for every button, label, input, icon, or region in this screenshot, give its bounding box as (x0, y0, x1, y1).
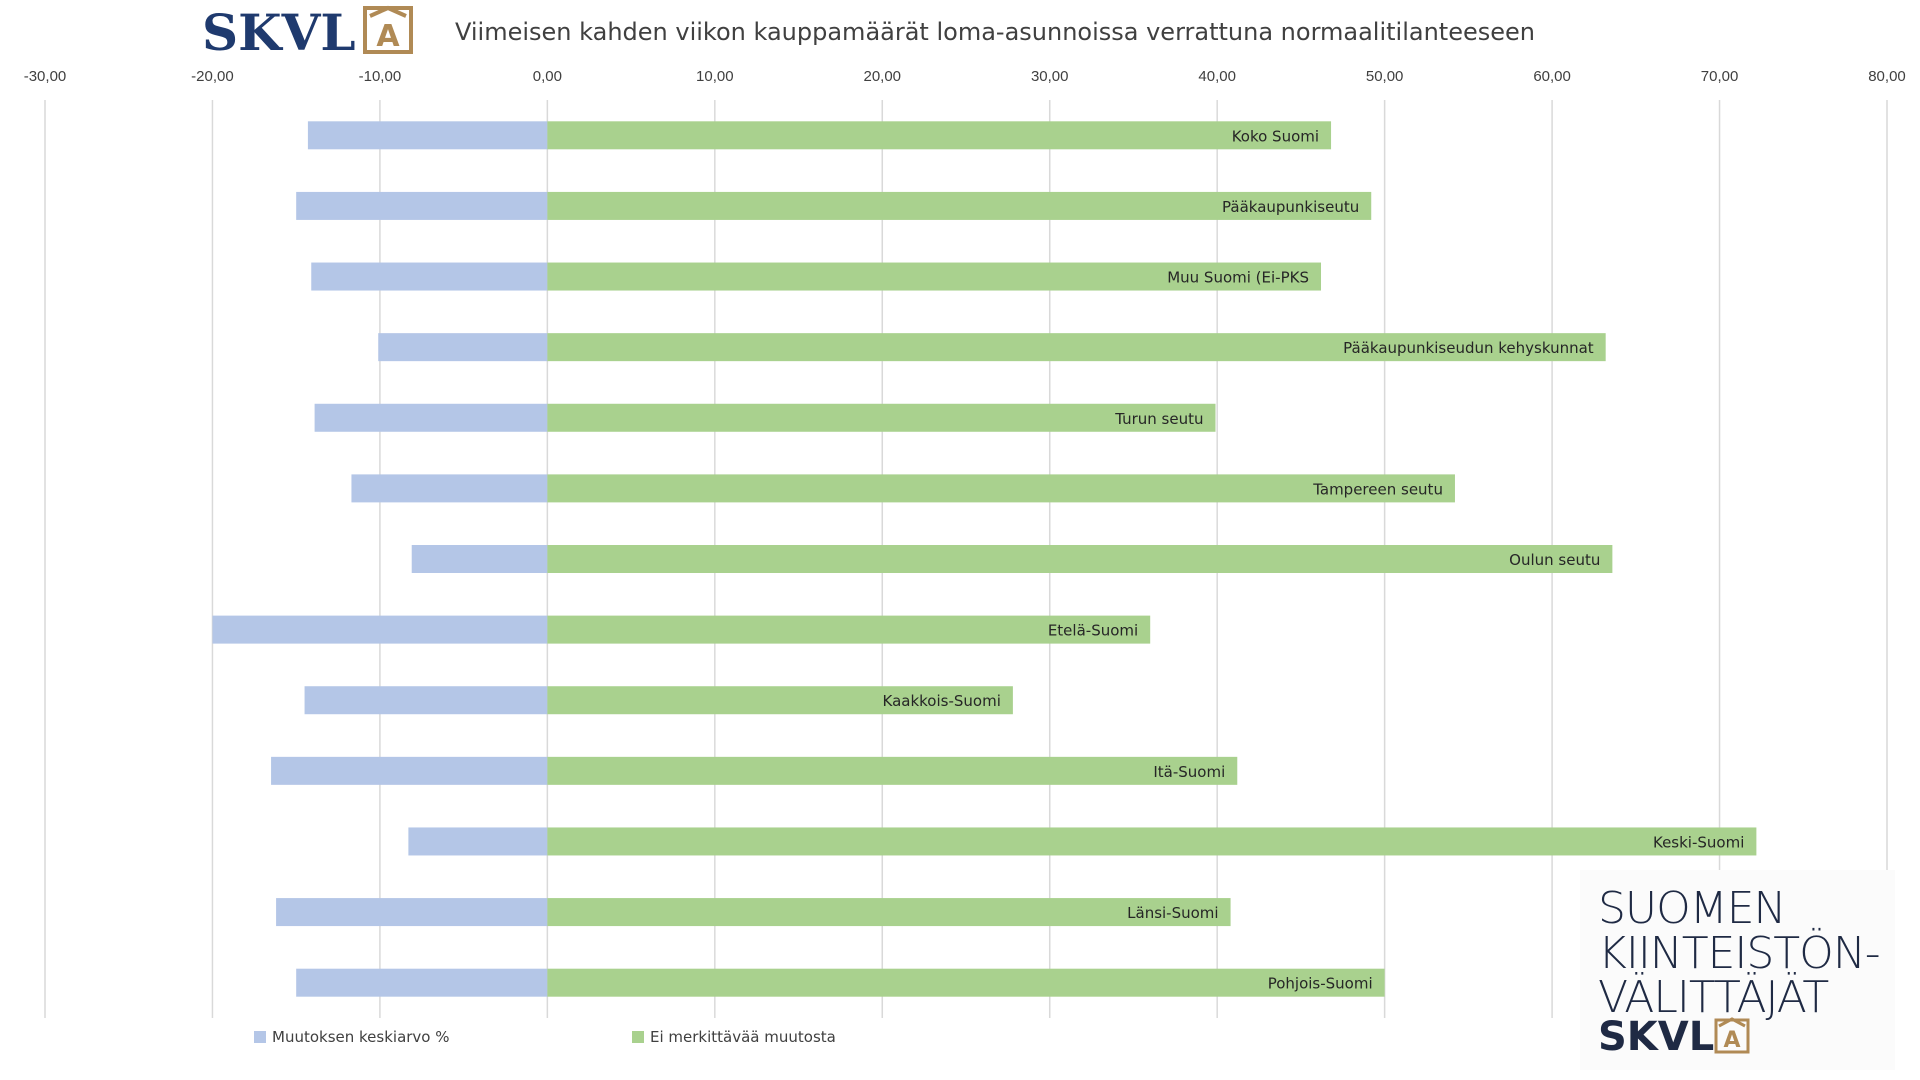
bar-no-significant-change (547, 403, 1216, 432)
logo-top-text: SKVL (202, 3, 356, 62)
legend-label: Ei merkittävää muutosta (650, 1028, 836, 1046)
category-labels: Koko Suomi Pääkaupunkiseutu Muu Suomi (Ei-… (883, 127, 1745, 992)
x-tick-label: -30,00 (24, 68, 67, 85)
x-tick-label: 50,00 (1366, 68, 1404, 85)
category-label: Keski-Suomi (1653, 833, 1744, 851)
bar-change-average (276, 898, 548, 927)
bar-no-significant-change (547, 898, 1231, 927)
x-tick-label: 20,00 (863, 68, 901, 85)
brand-line-2: KIINTEISTÖN- (1598, 927, 1880, 979)
bar-change-average (378, 333, 548, 362)
x-tick-label: 40,00 (1198, 68, 1236, 85)
bar-no-significant-change (547, 968, 1385, 997)
bar-no-significant-change (547, 545, 1613, 573)
bar-change-average (411, 545, 548, 573)
brand-skvl-text: SKVL (1598, 1014, 1714, 1060)
category-label: Itä-Suomi (1153, 763, 1225, 781)
bar-change-average (271, 756, 548, 785)
category-label: Kaakkois-Suomi (883, 692, 1001, 710)
brand-line-1: SUOMEN (1598, 883, 1785, 934)
category-label: Pohjois-Suomi (1268, 975, 1373, 993)
brand-background (1580, 870, 1895, 1070)
logo-top-roof-icon (369, 5, 407, 18)
category-label: Koko Suomi (1232, 127, 1319, 145)
brand-roof-icon (1718, 1017, 1746, 1028)
bar-change-average (212, 615, 548, 644)
x-tick-label: 30,00 (1031, 68, 1069, 85)
brand-block: SUOMEN KIINTEISTÖN- VÄLITTÄJÄT SKVL A (1580, 870, 1895, 1070)
category-label: Länsi-Suomi (1127, 904, 1218, 922)
gridlines (44, 100, 1888, 1018)
x-tick-label: -20,00 (191, 68, 234, 85)
bar-change-average (351, 474, 548, 503)
bar-no-significant-change (547, 191, 1372, 220)
bar-no-significant-change (547, 262, 1322, 291)
bar-change-average (307, 121, 548, 150)
bar-no-significant-change (547, 827, 1757, 856)
x-tick-label: 0,00 (533, 68, 562, 85)
bar-no-significant-change (547, 121, 1332, 150)
x-tick-label: 10,00 (696, 68, 734, 85)
chart-title: Viimeisen kahden viikon kauppamäärät lom… (455, 18, 1535, 46)
x-tick-label: 60,00 (1533, 68, 1571, 85)
category-label: Etelä-Suomi (1048, 622, 1138, 640)
category-label: Pääkaupunkiseutu (1222, 198, 1359, 216)
brand-mark: A (1723, 1028, 1740, 1053)
category-label: Tampereen seutu (1312, 480, 1443, 498)
x-tick-label: -10,00 (359, 68, 402, 85)
category-label: Pääkaupunkiseudun kehyskunnat (1343, 339, 1594, 357)
bar-change-average (296, 968, 548, 997)
legend-label: Muutoksen keskiarvo % (272, 1028, 450, 1046)
bar-no-significant-change (547, 474, 1455, 503)
bar-change-average (304, 686, 548, 715)
category-label: Muu Suomi (Ei-PKS (1167, 269, 1309, 287)
bar-no-significant-change (547, 686, 1013, 715)
category-label: Oulun seutu (1509, 551, 1600, 569)
bar-change-average (311, 262, 548, 291)
bar-no-significant-change (547, 756, 1238, 785)
legend: Muutoksen keskiarvo % Ei merkittävää muut… (254, 1028, 836, 1046)
bar-change-average (314, 403, 548, 432)
bar-change-average (296, 191, 548, 220)
bar-change-average (408, 827, 548, 856)
bars (212, 121, 1757, 997)
bar-no-significant-change (547, 333, 1606, 362)
skvl-logo-top: SKVL A (202, 3, 413, 62)
x-axis-ticks: -30,00 -20,00 -10,00 0,00 10,00 20,00 30,00 40,… (24, 68, 1906, 85)
bar-no-significant-change (547, 615, 1151, 644)
x-tick-label: 70,00 (1701, 68, 1739, 85)
logo-top-mark: A (376, 19, 400, 54)
brand-line-3: VÄLITTÄJÄT (1598, 971, 1828, 1023)
legend-swatch (632, 1031, 644, 1043)
x-tick-label: 80,00 (1868, 68, 1906, 85)
category-label: Turun seutu (1114, 410, 1203, 428)
legend-swatch (254, 1031, 266, 1043)
